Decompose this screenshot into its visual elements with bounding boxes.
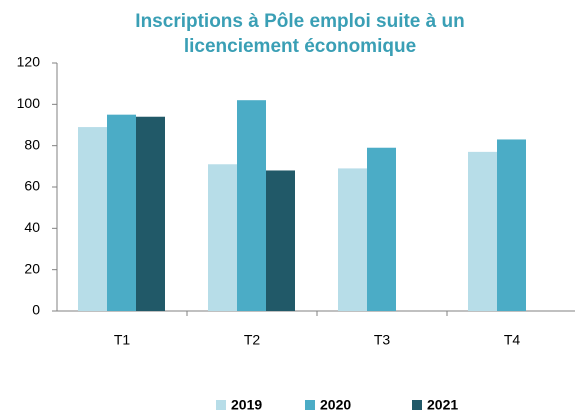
bar <box>107 114 136 312</box>
bar <box>367 147 396 311</box>
x-tick-label: T4 <box>504 332 521 348</box>
y-tick-label: 100 <box>17 95 41 111</box>
x-tick-label: T1 <box>114 332 131 348</box>
x-tick-label: T3 <box>374 332 391 348</box>
legend-label: 2019 <box>231 397 262 413</box>
x-tick-label: T2 <box>244 332 261 348</box>
bar <box>468 151 497 311</box>
legend-label: 2020 <box>320 397 351 413</box>
bar <box>208 164 237 311</box>
legend-label: 2021 <box>427 397 458 413</box>
y-tick-label: 0 <box>32 302 40 318</box>
y-tick-label: 80 <box>24 136 40 152</box>
y-tick-label: 120 <box>17 54 41 70</box>
legend-swatch <box>412 400 422 410</box>
bar <box>266 170 295 311</box>
bar <box>338 168 367 311</box>
legend-swatch <box>305 400 315 410</box>
bar <box>136 116 165 311</box>
legend-swatch <box>216 400 226 410</box>
y-tick-label: 60 <box>24 178 40 194</box>
bar <box>237 100 266 311</box>
y-tick-label: 20 <box>24 260 40 276</box>
bar <box>78 127 107 311</box>
bar <box>497 139 526 311</box>
y-tick-label: 40 <box>24 219 40 235</box>
chart-title: Inscriptions à Pôle emploi suite à un <box>135 11 464 32</box>
chart-title: licenciement économique <box>184 36 416 57</box>
